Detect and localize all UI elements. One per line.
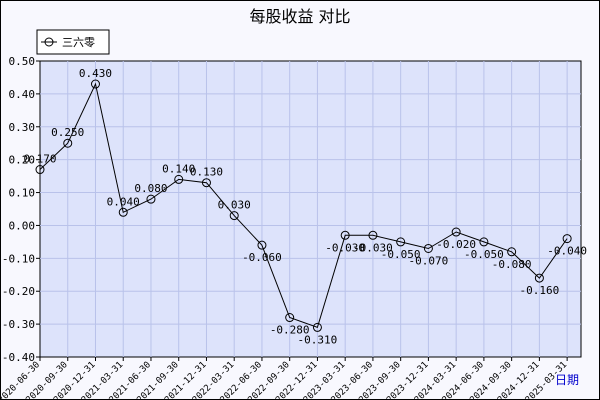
- plot-area: 0.50 0.40 0.30 0.20 0.10 0.00 -0.10 -0.20 -0.30 -…: [0, 55, 587, 400]
- y-tick-label: 0.30: [9, 121, 36, 134]
- series-line: [39, 82, 568, 329]
- data-label: -0.030: [353, 241, 393, 254]
- data-label: -0.070: [409, 254, 449, 267]
- data-label: -0.020: [436, 238, 476, 251]
- data-point: [340, 230, 350, 240]
- data-point: [285, 313, 295, 323]
- y-tick-label: -0.10: [2, 252, 35, 265]
- y-tick-label: 0.50: [9, 55, 36, 68]
- y-tick-label: 0.20: [9, 154, 36, 167]
- data-label: 0.130: [190, 166, 223, 179]
- data-label: 0.140: [162, 162, 195, 175]
- x-axis-title: 日期: [555, 373, 579, 387]
- data-point: [507, 247, 517, 257]
- data-label: 0.030: [218, 199, 251, 212]
- data-point: [368, 230, 378, 240]
- data-point: [451, 227, 461, 237]
- y-tick-label: 0.10: [9, 187, 36, 200]
- data-label: -0.310: [298, 333, 338, 346]
- legend-marker: [44, 37, 54, 47]
- data-point: [562, 234, 572, 244]
- data-label: 0.170: [23, 153, 56, 166]
- data-point: [534, 273, 544, 283]
- data-point: [174, 174, 184, 184]
- data-label: -0.040: [547, 245, 587, 258]
- data-label: -0.050: [464, 248, 504, 261]
- data-point: [257, 240, 267, 250]
- data-point: [146, 194, 156, 204]
- data-point: [312, 322, 322, 332]
- y-tick-label: -0.30: [2, 318, 35, 331]
- y-tick-label: -0.20: [2, 285, 35, 298]
- y-tick-label: 0.00: [9, 219, 36, 232]
- chart-title: 每股收益 对比: [249, 7, 350, 26]
- data-label: -0.160: [520, 284, 560, 297]
- data-label: 0.250: [51, 126, 84, 139]
- data-label: -0.080: [492, 258, 532, 271]
- data-label: -0.030: [325, 241, 365, 254]
- data-label: -0.280: [270, 324, 310, 337]
- data-point: [479, 237, 489, 247]
- data-point: [201, 178, 211, 188]
- y-tick-label: 0.40: [9, 88, 36, 101]
- data-point: [90, 79, 100, 89]
- y-tick-label: -0.40: [2, 351, 35, 364]
- legend-label: 三六零: [62, 36, 95, 49]
- data-point: [63, 138, 73, 148]
- data-point: [423, 243, 433, 253]
- data-point: [396, 237, 406, 247]
- data-label: -0.050: [381, 248, 421, 261]
- data-point: [118, 207, 128, 217]
- data-point: [35, 165, 45, 175]
- data-label: 0.080: [134, 182, 167, 195]
- data-label: 0.040: [107, 195, 140, 208]
- data-point: [229, 211, 239, 221]
- legend: 三六零: [36, 29, 110, 55]
- data-label: -0.060: [242, 251, 282, 264]
- data-label: 0.430: [79, 67, 112, 80]
